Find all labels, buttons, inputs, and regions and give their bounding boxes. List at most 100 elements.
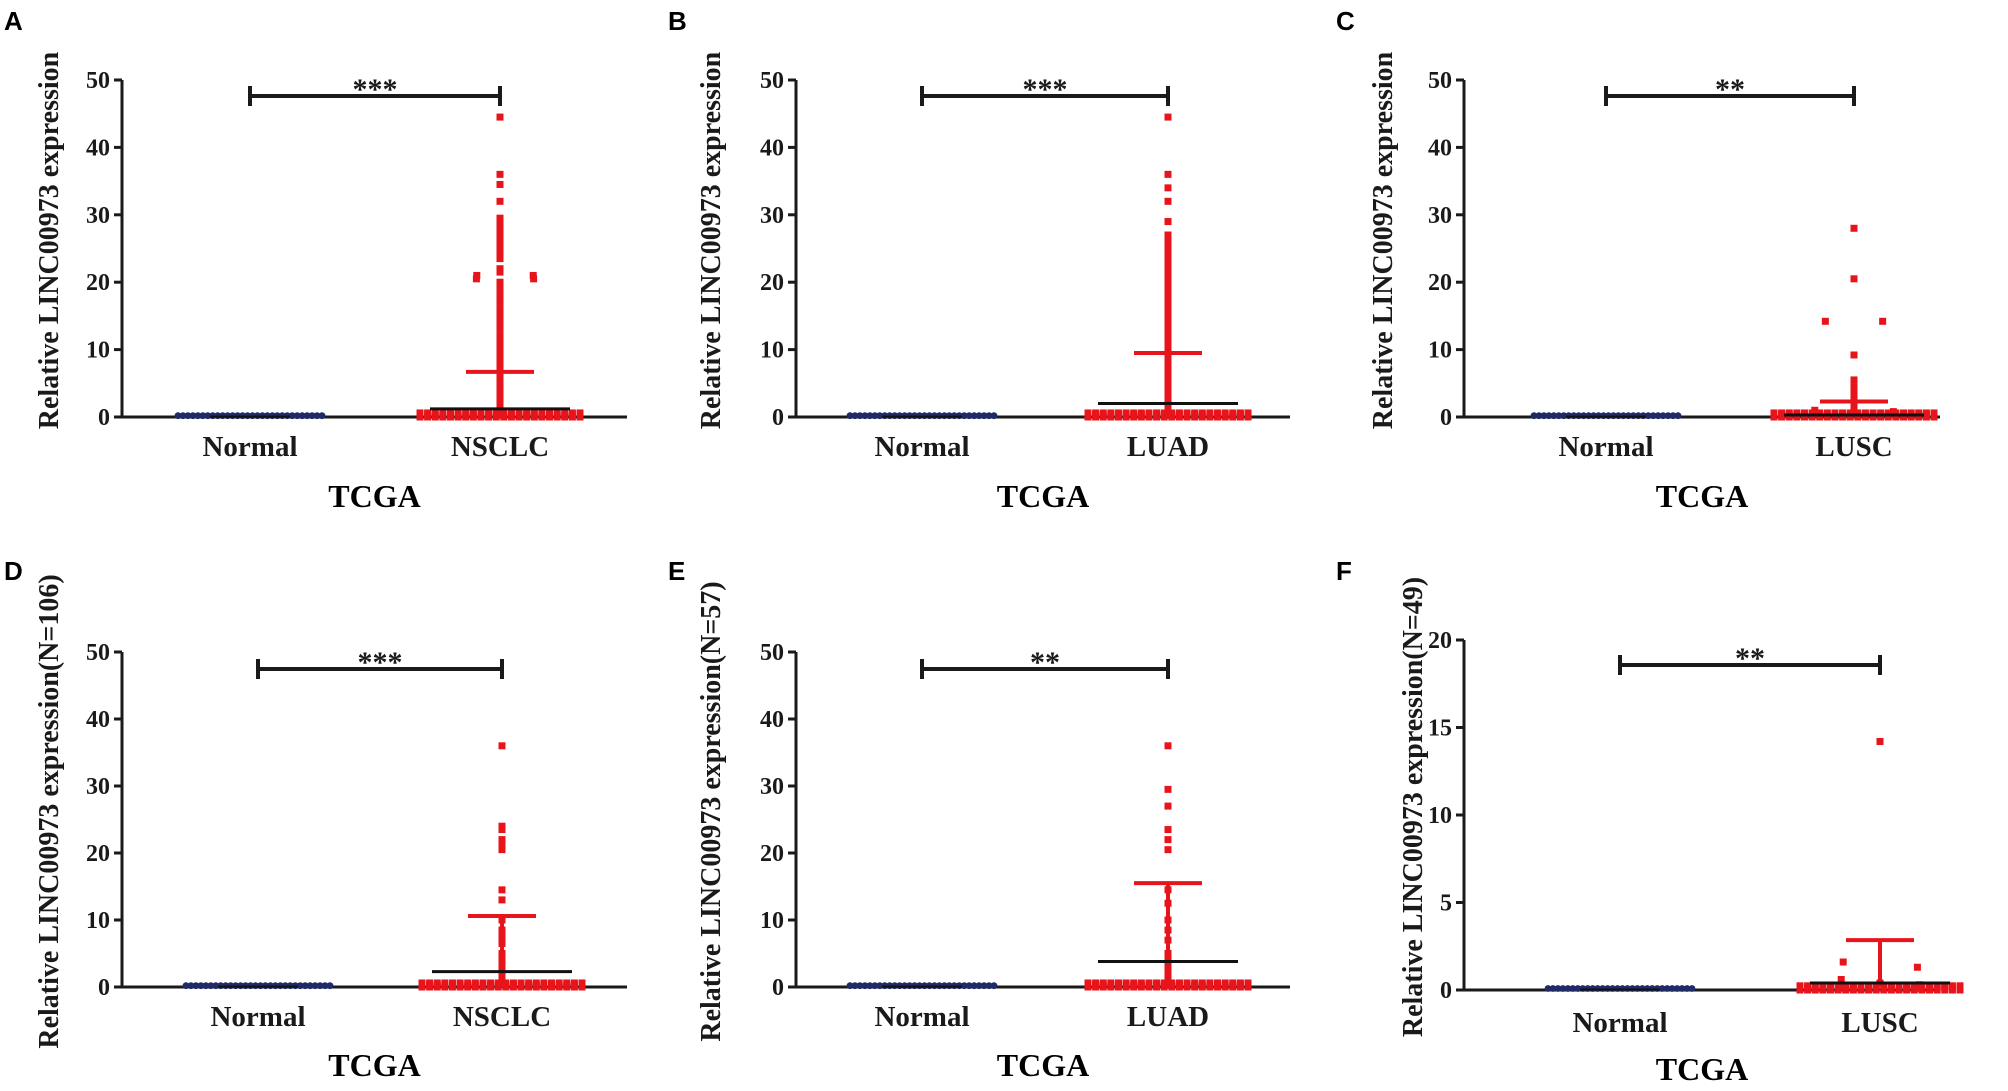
tumor-error-bar bbox=[1098, 881, 1238, 964]
data-point-tumor bbox=[1092, 409, 1100, 417]
data-point-tumor bbox=[1164, 339, 1172, 347]
data-point-normal bbox=[1560, 412, 1568, 420]
tumor-points bbox=[1796, 738, 1964, 994]
data-point-tumor bbox=[496, 325, 504, 333]
data-point-tumor bbox=[496, 285, 504, 293]
y-tick-label: 0 bbox=[772, 405, 784, 431]
normal-points bbox=[846, 982, 998, 990]
data-point-tumor bbox=[1872, 982, 1880, 990]
data-point-tumor bbox=[1137, 979, 1145, 987]
data-point-tumor bbox=[1821, 317, 1829, 325]
data-point-tumor bbox=[1941, 982, 1949, 990]
y-tick-label: 0 bbox=[1440, 978, 1452, 1004]
y-tick-label: 5 bbox=[1440, 891, 1452, 917]
data-point-tumor bbox=[1913, 963, 1921, 971]
data-point-normal bbox=[980, 412, 988, 420]
tumor-error-bar bbox=[430, 369, 570, 411]
y-axis-label: Relative LINC00973 expression(N=106) bbox=[34, 574, 65, 1048]
x-axis-label: TCGA bbox=[997, 478, 1089, 514]
data-point-tumor bbox=[1164, 836, 1172, 844]
data-point-normal bbox=[1545, 412, 1553, 420]
data-point-tumor bbox=[1816, 409, 1824, 417]
data-point-normal bbox=[192, 982, 200, 990]
data-point-tumor bbox=[1214, 409, 1222, 417]
data-point-tumor bbox=[1099, 979, 1107, 987]
data-point-tumor bbox=[1107, 409, 1115, 417]
data-point-tumor bbox=[1214, 979, 1222, 987]
data-point-tumor bbox=[1850, 351, 1858, 359]
category-label: LUAD bbox=[1127, 431, 1209, 463]
data-point-normal bbox=[1540, 412, 1548, 420]
data-point-tumor bbox=[1956, 982, 1964, 990]
data-point-tumor bbox=[498, 896, 506, 904]
data-point-tumor bbox=[1164, 329, 1172, 337]
data-point-normal bbox=[876, 412, 884, 420]
data-point-tumor bbox=[498, 826, 506, 834]
data-point-tumor bbox=[1198, 409, 1206, 417]
data-point-tumor bbox=[1879, 317, 1887, 325]
data-point-tumor bbox=[1164, 410, 1172, 418]
normal-points bbox=[1530, 412, 1682, 420]
data-point-normal bbox=[876, 982, 884, 990]
data-point-tumor bbox=[1933, 982, 1941, 990]
data-point-tumor bbox=[532, 979, 540, 987]
data-point-normal bbox=[311, 982, 319, 990]
significance-bracket: ** bbox=[1618, 642, 1882, 675]
data-point-tumor bbox=[1164, 963, 1172, 971]
data-point-tumor bbox=[1122, 979, 1130, 987]
data-point-tumor bbox=[1191, 409, 1199, 417]
significance-label: *** bbox=[358, 646, 403, 679]
data-point-normal bbox=[326, 982, 334, 990]
y-tick-label: 30 bbox=[86, 203, 110, 229]
data-point-normal bbox=[293, 412, 301, 420]
data-point-normal bbox=[856, 412, 864, 420]
data-point-tumor bbox=[1895, 982, 1903, 990]
data-point-tumor bbox=[1804, 982, 1812, 990]
significance-bracket: *** bbox=[256, 646, 504, 679]
data-point-tumor bbox=[487, 979, 495, 987]
data-point-tumor bbox=[1137, 409, 1145, 417]
data-point-tumor bbox=[1839, 409, 1847, 417]
data-point-tumor bbox=[1084, 409, 1092, 417]
data-point-tumor bbox=[561, 409, 569, 417]
data-point-normal bbox=[1544, 985, 1552, 992]
normal-points bbox=[846, 412, 998, 420]
data-point-normal bbox=[298, 412, 306, 420]
panel-letter: F bbox=[1336, 556, 1352, 586]
data-point-tumor bbox=[1811, 982, 1819, 990]
data-point-tumor bbox=[1244, 409, 1252, 417]
data-point-normal bbox=[960, 982, 968, 990]
y-tick-label: 20 bbox=[760, 841, 784, 867]
y-tick-label: 10 bbox=[86, 338, 110, 364]
data-point-tumor bbox=[416, 409, 424, 417]
data-point-normal bbox=[1555, 412, 1563, 420]
x-axis-label: TCGA bbox=[1656, 478, 1748, 514]
y-tick-label: 20 bbox=[86, 270, 110, 296]
data-point-tumor bbox=[1922, 409, 1930, 417]
tumor-points bbox=[1770, 224, 1938, 421]
data-point-normal bbox=[1644, 412, 1652, 420]
data-point-tumor bbox=[471, 979, 479, 987]
data-point-tumor bbox=[1084, 979, 1092, 987]
data-point-tumor bbox=[1130, 979, 1138, 987]
data-point-tumor bbox=[496, 292, 504, 300]
data-point-tumor bbox=[555, 979, 563, 987]
data-point-normal bbox=[301, 982, 309, 990]
y-tick-label: 50 bbox=[86, 68, 110, 94]
data-point-tumor bbox=[1164, 298, 1172, 306]
data-point-tumor bbox=[1849, 982, 1857, 990]
data-point-tumor bbox=[1229, 409, 1237, 417]
data-point-normal bbox=[182, 982, 190, 990]
data-point-tumor bbox=[1850, 275, 1858, 283]
y-tick-label: 40 bbox=[86, 707, 110, 733]
data-point-normal bbox=[1569, 985, 1577, 992]
data-point-tumor bbox=[1160, 409, 1168, 417]
y-tick-label: 0 bbox=[98, 405, 110, 431]
significance-label: ** bbox=[1030, 646, 1060, 679]
data-point-normal bbox=[866, 412, 874, 420]
data-point-tumor bbox=[1823, 409, 1831, 417]
data-point-tumor bbox=[509, 979, 517, 987]
data-point-tumor bbox=[1153, 979, 1161, 987]
data-point-tumor bbox=[1796, 982, 1804, 990]
